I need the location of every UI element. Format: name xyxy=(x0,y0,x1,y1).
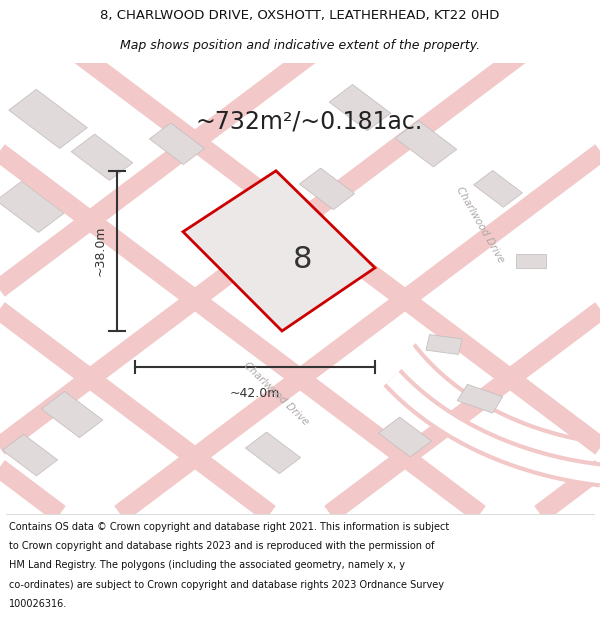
Polygon shape xyxy=(9,89,87,148)
Polygon shape xyxy=(426,334,462,354)
Text: 8: 8 xyxy=(293,245,313,274)
Polygon shape xyxy=(2,434,58,476)
Polygon shape xyxy=(41,391,103,438)
Polygon shape xyxy=(473,171,523,208)
Polygon shape xyxy=(395,121,457,167)
Text: Contains OS data © Crown copyright and database right 2021. This information is : Contains OS data © Crown copyright and d… xyxy=(9,521,449,531)
Polygon shape xyxy=(516,254,546,268)
Text: to Crown copyright and database rights 2023 and is reproduced with the permissio: to Crown copyright and database rights 2… xyxy=(9,541,434,551)
Polygon shape xyxy=(299,168,355,209)
Polygon shape xyxy=(71,134,133,181)
Polygon shape xyxy=(149,123,205,164)
Text: 100026316.: 100026316. xyxy=(9,599,67,609)
Text: co-ordinates) are subject to Crown copyright and database rights 2023 Ordnance S: co-ordinates) are subject to Crown copyr… xyxy=(9,580,444,590)
Text: 8, CHARLWOOD DRIVE, OXSHOTT, LEATHERHEAD, KT22 0HD: 8, CHARLWOOD DRIVE, OXSHOTT, LEATHERHEAD… xyxy=(100,9,500,22)
Polygon shape xyxy=(379,417,431,457)
Text: ~732m²/~0.181ac.: ~732m²/~0.181ac. xyxy=(195,109,422,133)
Polygon shape xyxy=(183,171,375,331)
Text: HM Land Registry. The polygons (including the associated geometry, namely x, y: HM Land Registry. The polygons (includin… xyxy=(9,561,405,571)
Polygon shape xyxy=(245,432,301,474)
Text: Charlwood Drive: Charlwood Drive xyxy=(242,361,310,428)
Text: Map shows position and indicative extent of the property.: Map shows position and indicative extent… xyxy=(120,39,480,51)
Polygon shape xyxy=(329,84,391,131)
Text: ~38.0m: ~38.0m xyxy=(93,226,106,276)
Text: Charlwood Drive: Charlwood Drive xyxy=(454,185,506,265)
Polygon shape xyxy=(457,384,503,413)
Text: ~42.0m: ~42.0m xyxy=(230,388,280,401)
Polygon shape xyxy=(0,181,64,232)
